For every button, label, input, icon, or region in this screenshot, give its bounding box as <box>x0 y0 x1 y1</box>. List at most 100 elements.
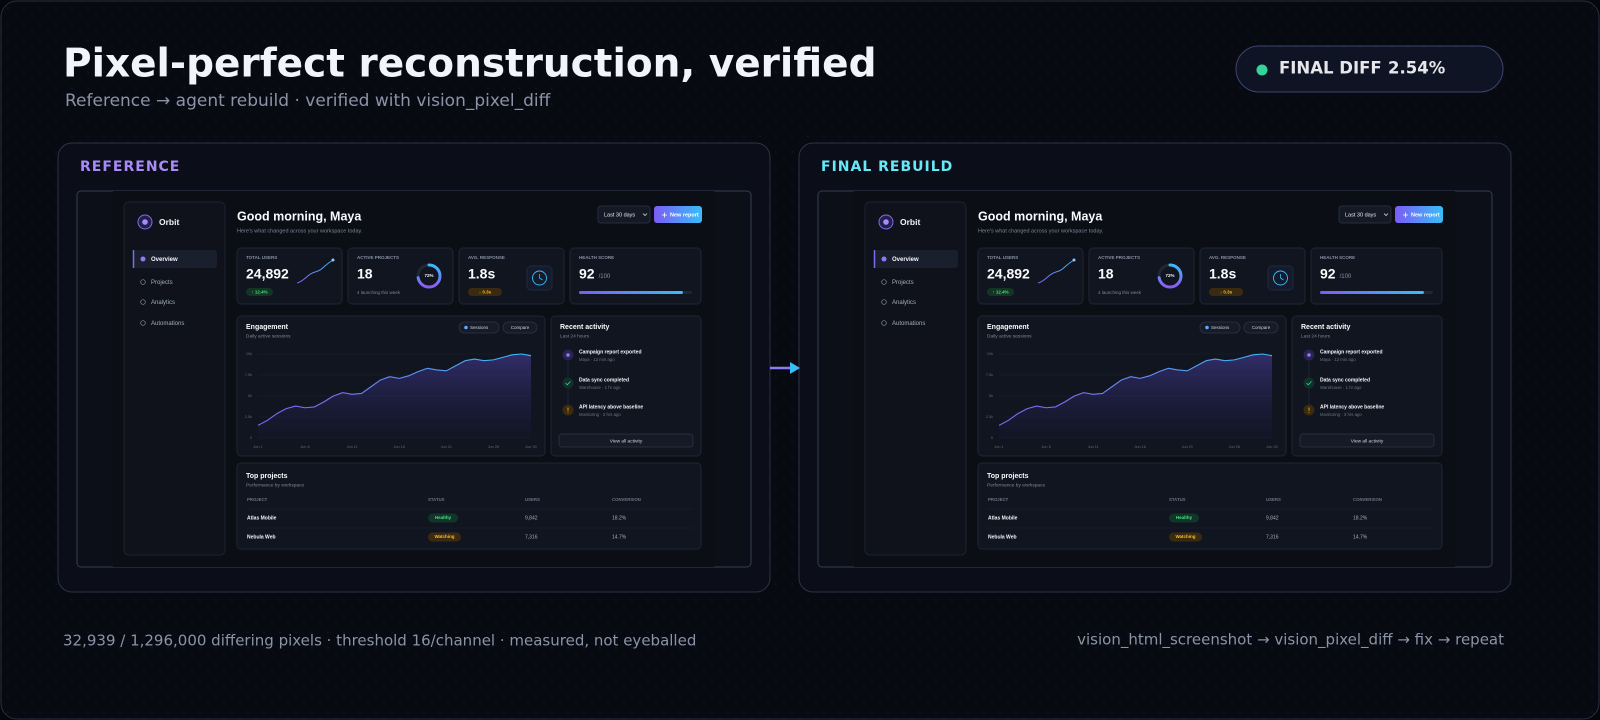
users: 9,842 <box>1266 515 1279 521</box>
kpi-max: /100 <box>599 274 611 280</box>
greeting: Good morning, Maya <box>237 209 362 223</box>
trend: ↑ 12.4% <box>251 289 267 294</box>
icon-dot <box>566 353 570 357</box>
y-tick-label: 0 <box>250 436 252 440</box>
range-button[interactable] <box>1338 205 1392 224</box>
trend-pill <box>468 288 502 296</box>
intro: Here's what changed across your workspac… <box>978 228 1104 234</box>
view-all-button[interactable] <box>558 433 694 448</box>
nav-item[interactable]: Projects <box>151 280 173 286</box>
legend-label: Sessions <box>1211 325 1230 330</box>
projects-subtitle: Performance by workspace <box>246 482 304 488</box>
kpi-value: 1.8s <box>1209 266 1236 282</box>
x-tick-label: Jun 26 <box>488 445 499 449</box>
dashboard: Orbit Overview Projects Analytics Automation… <box>854 191 1455 567</box>
range-button[interactable] <box>597 205 651 224</box>
users: 9,842 <box>525 515 538 521</box>
nav-icon <box>881 256 887 262</box>
activity-icon <box>562 377 574 389</box>
sidebar <box>123 201 226 556</box>
nav-item[interactable]: Automations <box>892 321 925 327</box>
trend-pill <box>246 288 273 296</box>
area <box>999 354 1272 438</box>
x-tick-label: Jun 30 <box>1266 445 1277 449</box>
x-tick-label: Jun 26 <box>1229 445 1240 449</box>
legend-label: Sessions <box>470 325 489 330</box>
column-header: STATUS <box>428 497 445 502</box>
status-dot <box>1256 64 1268 76</box>
nav-item[interactable]: Automations <box>151 321 184 327</box>
new-report-label: New report <box>670 212 699 218</box>
status: Watching <box>1175 534 1195 539</box>
trend: ↑ 12.4% <box>992 289 1008 294</box>
compare-button[interactable] <box>1243 321 1279 334</box>
activity-meta: Maya · 12 min ago <box>1320 357 1356 362</box>
progress <box>579 291 683 294</box>
x-tick-label: Jun 30 <box>525 445 536 449</box>
status: Healthy <box>1176 515 1193 520</box>
trend-pill <box>987 288 1014 296</box>
status: Healthy <box>435 515 452 520</box>
panel-label: REFERENCE <box>80 159 180 175</box>
nav-item[interactable]: Analytics <box>151 300 175 306</box>
conversion: 14.7% <box>612 534 627 540</box>
kpi-label: AVG. RESPONSE <box>1209 255 1246 260</box>
alert-dot <box>1308 411 1310 413</box>
panel-label: FINAL REBUILD <box>821 159 953 175</box>
chart-title: Engagement <box>246 324 289 331</box>
x-tick-label: Jun 11 <box>1088 445 1099 449</box>
plus-icon <box>1403 212 1408 218</box>
y-tick-label: 2.5k <box>245 415 252 419</box>
arrow-head <box>790 362 800 374</box>
compare-button[interactable] <box>502 321 538 334</box>
check-icon <box>1306 381 1312 386</box>
nav-item[interactable]: Overview <box>151 257 178 263</box>
alert-dot <box>567 411 569 413</box>
activity-meta: Warehouse · 1 hr ago <box>1320 385 1362 390</box>
new-report-button[interactable] <box>1395 206 1443 223</box>
conversion: 18.2% <box>612 515 627 521</box>
activity-meta: Maya · 12 min ago <box>579 357 615 362</box>
kpi-label: ACTIVE PROJECTS <box>1098 255 1140 260</box>
legend-swatch <box>1205 325 1209 330</box>
nav-active[interactable] <box>133 250 217 268</box>
trend-pill <box>1209 288 1243 296</box>
compare-label: Compare <box>1252 325 1271 330</box>
activity-card <box>550 315 702 457</box>
column-header: CONVERSION <box>612 497 641 502</box>
activity-item: Data sync completed <box>579 377 629 383</box>
nav-item[interactable]: Analytics <box>892 300 916 306</box>
nav-active[interactable] <box>874 250 958 268</box>
status-pill <box>428 532 461 542</box>
chart-title: Engagement <box>987 324 1030 331</box>
view-all-button[interactable] <box>1299 433 1435 448</box>
legend-chip[interactable] <box>458 321 500 334</box>
chevron <box>1383 213 1389 217</box>
activity-item: API latency above baseline <box>1320 404 1384 410</box>
clock-icon <box>532 270 547 286</box>
trend: ↓ 0.3s <box>1220 289 1233 294</box>
view-all-label: View all activity <box>610 438 643 444</box>
logo-core <box>883 219 889 225</box>
activity-title: Recent activity <box>1301 324 1351 331</box>
kpi-value: 18 <box>357 266 373 282</box>
line <box>257 353 532 426</box>
icon-dot <box>1307 353 1311 357</box>
x-tick-label: Jun 1 <box>253 445 262 449</box>
kpi-label: ACTIVE PROJECTS <box>357 255 399 260</box>
kpi-card <box>569 247 702 305</box>
new-report-button[interactable] <box>654 206 702 223</box>
kpi-label: HEALTH SCORE <box>1320 255 1355 260</box>
x-tick-label: Jun 16 <box>394 445 405 449</box>
kpi-label: HEALTH SCORE <box>579 255 614 260</box>
projects-title: Top projects <box>246 473 288 480</box>
legend-chip[interactable] <box>1199 321 1241 334</box>
kpi-label: TOTAL USERS <box>246 255 277 260</box>
column-header: USERS <box>1266 497 1281 502</box>
activity-meta: Monitoring · 3 hrs ago <box>579 412 621 417</box>
kpi-card <box>1088 247 1195 305</box>
nav-item[interactable]: Projects <box>892 280 914 286</box>
plus-icon <box>662 212 667 218</box>
kpi-card <box>1310 247 1443 305</box>
nav-item[interactable]: Overview <box>892 257 919 263</box>
